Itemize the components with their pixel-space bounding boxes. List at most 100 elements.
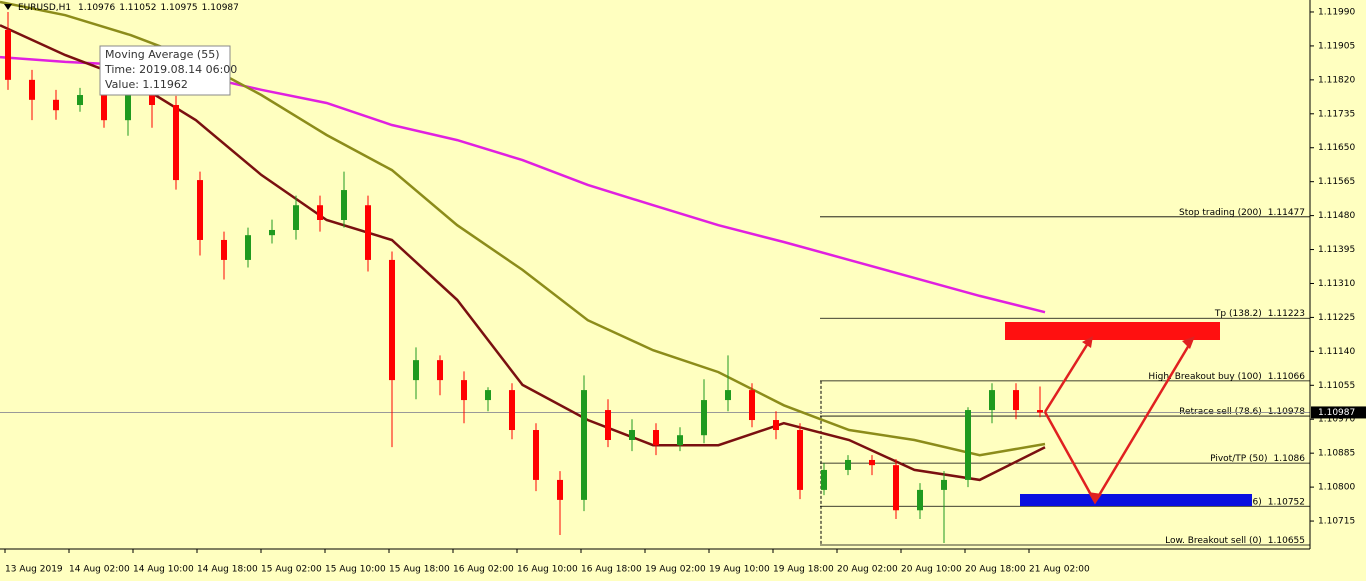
x-tick-label: 20 Aug 02:00 [837,565,898,575]
candle-body [821,469,827,490]
arrow-head [1082,336,1093,348]
candle-body [893,465,899,511]
level-name: Pivot/TP (50) [1210,454,1267,464]
header-value: 1.10987 [202,3,239,13]
level-label: Low. Breakout sell (0) 1.10655 [1165,536,1305,546]
arrow-head [1088,492,1102,504]
candle-body [485,390,491,401]
candle-body [989,390,995,411]
level-name: High. Breakout buy (100) [1148,371,1261,381]
candle-body [869,459,875,466]
level-label: High. Breakout buy (100) 1.11066 [1148,371,1305,381]
candle-body [677,435,683,446]
candle-body [461,380,467,401]
x-tick-label: 21 Aug 02:00 [1029,565,1090,575]
current-price-box [1311,406,1366,419]
level-price: 1.10978 [1268,407,1305,417]
target-zone [1005,322,1220,340]
tooltip: Moving Average (55) Time: 2019.08.14 06:… [99,45,237,96]
candle-body [221,239,227,260]
x-tick-label: 16 Aug 10:00 [517,565,578,575]
level-price: 1.11066 [1268,371,1305,381]
x-tick-label: 13 Aug 2019 [5,565,63,575]
x-tick-label: 19 Aug 18:00 [773,565,834,575]
candle-body [533,430,539,480]
x-tick-label: 20 Aug 18:00 [965,565,1026,575]
candle-body [77,95,83,106]
candle-body [317,205,323,220]
tooltip-box [99,45,231,96]
candle-body [437,360,443,381]
candle-body [581,390,587,500]
x-tick-label: 20 Aug 10:00 [901,565,962,575]
x-tick-label: 15 Aug 18:00 [389,565,450,575]
chart-menu-icon[interactable] [4,4,12,10]
tooltip-time: Time: 2019.08.14 06:00 [104,63,237,76]
level-name: Tp (138.2) [1214,309,1262,319]
candle-body [389,259,395,381]
y-tick-label: 1.11140 [1318,347,1355,357]
y-tick-label: 1.11395 [1318,245,1355,255]
candle-body [701,400,707,436]
level-price: 1.1086 [1274,454,1306,464]
level-label: Pivot/TP (50) 1.1086 [1210,454,1305,464]
y-tick-label: 1.11565 [1318,177,1355,187]
header-ohlc: 1.10976 1.11052 1.10975 1.10987 [78,3,239,13]
candle-body [197,180,203,240]
candle-body [1013,390,1019,411]
y-tick-label: 1.10970 [1318,415,1355,425]
candle-body [29,79,35,100]
y-tick-label: 1.11820 [1318,75,1355,85]
x-tick-label: 14 Aug 02:00 [69,565,130,575]
y-tick-label: 1.11905 [1318,41,1355,51]
candle-body [725,390,731,401]
candle-body [629,430,635,440]
level-name: Retrace sell (78.6) [1179,407,1262,417]
x-tick-label: 14 Aug 10:00 [133,565,194,575]
candle-body [941,479,947,490]
candle-body [1037,410,1043,413]
x-tick-label: 16 Aug 18:00 [581,565,642,575]
candle-body [605,410,611,440]
x-tick-label: 15 Aug 02:00 [261,565,322,575]
level-price: 1.10752 [1268,497,1305,507]
symbol: EURUSD,H1 [18,3,71,13]
y-tick-label: 1.11650 [1318,143,1355,153]
candle-body [749,390,755,421]
x-tick-label: 16 Aug 02:00 [453,565,514,575]
candle-body [245,235,251,260]
candle-body [101,95,107,121]
y-tick-label: 1.11225 [1318,313,1355,323]
entry-zone [1020,494,1252,506]
tooltip-title: Moving Average (55) [105,48,220,61]
level-label: Stop trading (200) 1.11477 [1179,207,1305,217]
x-tick-label: 19 Aug 10:00 [709,565,770,575]
candle-body [53,99,59,111]
candle-body [125,85,131,121]
candle-body [173,105,179,181]
level-name: Low. Breakout sell (0) [1165,536,1262,546]
candle-body [653,430,659,446]
y-tick-label: 1.10885 [1318,449,1355,459]
header-value: 1.10975 [160,3,197,13]
candle-body [413,360,419,381]
y-tick-label: 1.11480 [1318,211,1355,221]
candle-body [917,489,923,511]
y-tick-label: 1.11310 [1318,279,1355,289]
candle-body [797,430,803,490]
level-price: 1.11223 [1268,309,1305,319]
y-tick-label: 1.11990 [1318,7,1355,17]
candle-body [965,410,971,480]
x-tick-label: 15 Aug 10:00 [325,565,386,575]
y-tick-label: 1.11735 [1318,109,1355,119]
x-tick-label: 19 Aug 02:00 [645,565,706,575]
candle-body [293,205,299,230]
candle-body [557,479,563,500]
x-tick-label: 14 Aug 18:00 [197,565,258,575]
current-price-label: 1.10987 [1318,408,1355,418]
y-tick-label: 1.10800 [1318,483,1355,493]
header-value: 1.10976 [78,3,115,13]
candle-body [5,29,11,80]
